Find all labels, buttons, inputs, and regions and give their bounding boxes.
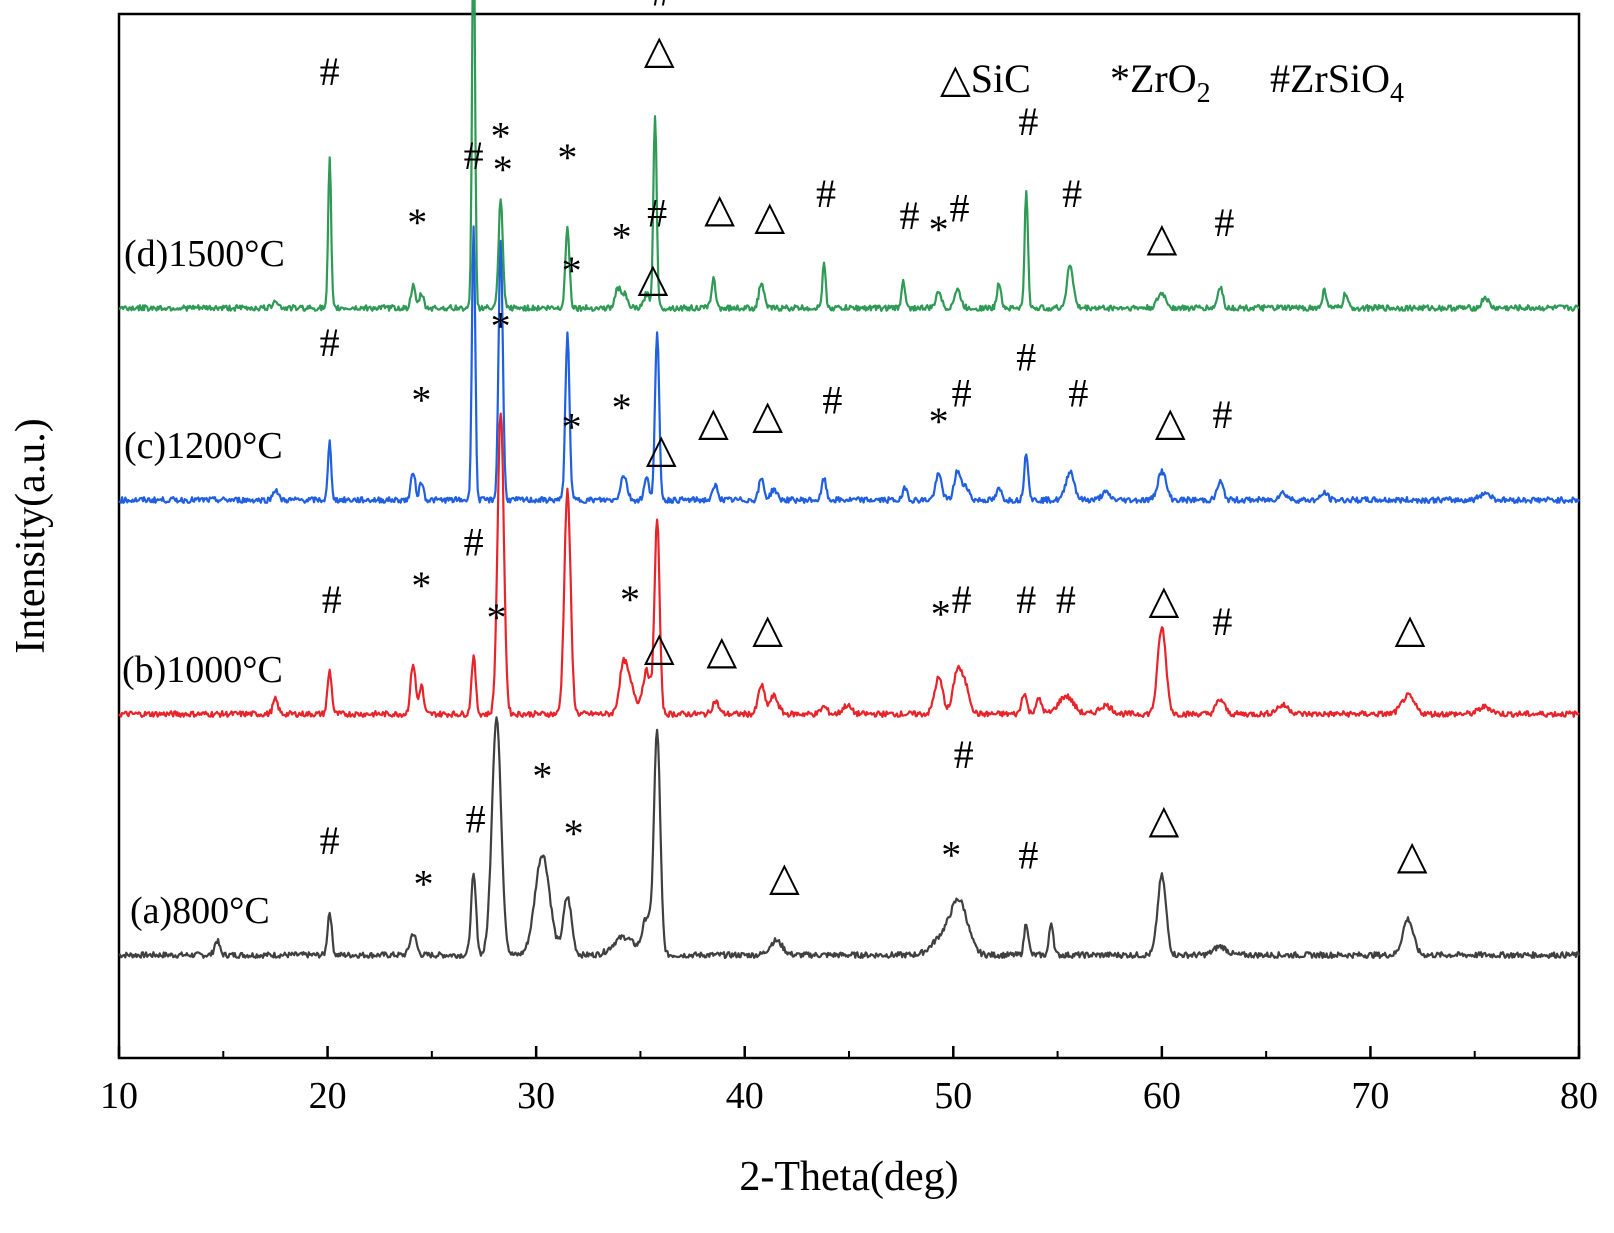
peak-marker-s1-6: * bbox=[564, 811, 584, 856]
peak-marker-layer: #*#***△△ *##△△# *#***△△ △ * # # # △ # △#*# ***#△△ △ #… bbox=[320, 0, 1428, 906]
series-layer bbox=[118, 0, 1581, 959]
peak-marker-s3-16: △ bbox=[1155, 399, 1186, 444]
series-label-2: (b)1000°C bbox=[122, 649, 283, 691]
legend-label-zro: ZrO bbox=[1130, 56, 1197, 101]
peak-marker-s3-8: △ bbox=[638, 255, 669, 300]
peak-marker-s1-11: # bbox=[1018, 833, 1038, 878]
x-tick-label-60: 60 bbox=[1143, 1075, 1181, 1117]
peak-marker-s2-11: # bbox=[952, 577, 972, 622]
peak-marker-s1-5: * bbox=[532, 753, 552, 798]
peak-marker-s4-18: # bbox=[1214, 200, 1234, 245]
peak-marker-s2-9: △ bbox=[752, 606, 783, 651]
peak-marker-s4-9: △ bbox=[704, 186, 735, 231]
peak-marker-s4-17: △ bbox=[1146, 214, 1177, 259]
peak-marker-s2-13: # bbox=[1056, 577, 1076, 622]
legend-subscript-2: 2 bbox=[1197, 78, 1211, 109]
peak-marker-s4-12: # bbox=[899, 193, 919, 238]
peak-marker-s2-8: △ bbox=[706, 628, 737, 673]
x-tick-label-50: 50 bbox=[934, 1075, 972, 1117]
peak-marker-s4-7: # bbox=[651, 0, 671, 15]
legend-symbol-triangle: △ bbox=[940, 56, 971, 101]
legend-entry-zro2: *ZrO2 bbox=[1110, 56, 1211, 109]
peak-marker-s1-4: * bbox=[487, 595, 507, 640]
peak-marker-s3-10: △ bbox=[752, 392, 783, 437]
legend-symbol-hash: # bbox=[1270, 56, 1290, 101]
peak-marker-s3-15: # bbox=[1068, 370, 1088, 415]
legend-subscript-4: 4 bbox=[1390, 78, 1404, 109]
peak-marker-s4-15: # bbox=[1018, 99, 1038, 144]
series-line-3 bbox=[118, 225, 1580, 504]
peak-marker-s1-7: △ bbox=[644, 624, 675, 669]
series-line-1 bbox=[118, 716, 1581, 959]
peak-marker-s2-5: * bbox=[562, 404, 582, 449]
peak-marker-s1-9: * bbox=[941, 833, 961, 878]
peak-marker-s3-6: * bbox=[612, 385, 632, 430]
legend: △SiC *ZrO2 #ZrSiO4 bbox=[940, 56, 1404, 109]
peak-marker-s3-12: * bbox=[929, 399, 949, 444]
peak-marker-s3-3: # bbox=[464, 133, 484, 178]
series-label-4: (d)1500°C bbox=[124, 233, 285, 275]
peak-marker-s4-13: * bbox=[929, 207, 949, 252]
peak-marker-s4-6: * bbox=[612, 214, 632, 259]
peak-marker-s2-12: # bbox=[1016, 577, 1036, 622]
x-tick-label-30: 30 bbox=[517, 1075, 555, 1117]
peak-marker-s2-10: * bbox=[931, 592, 951, 637]
peak-marker-s4-10: △ bbox=[754, 193, 785, 238]
peak-marker-s2-3: # bbox=[464, 520, 484, 565]
legend-label-sic: SiC bbox=[971, 56, 1031, 101]
series-label-layer: (a)800°C (b)1000°C (c)1200°C (d)1500°C bbox=[122, 233, 285, 932]
peak-marker-s2-6: * bbox=[620, 577, 640, 622]
peak-marker-s1-13: △ bbox=[1397, 833, 1428, 878]
peak-marker-s2-7: △ bbox=[646, 426, 677, 471]
peak-marker-s3-4: * bbox=[493, 147, 513, 192]
legend-entry-zrsio4: #ZrSiO4 bbox=[1270, 56, 1404, 109]
y-axis-title: Intensity(a.u.) bbox=[8, 418, 54, 654]
peak-marker-s2-15: # bbox=[1212, 599, 1232, 644]
peak-marker-s4-8: △ bbox=[644, 27, 675, 72]
peak-marker-s2-14: △ bbox=[1149, 577, 1180, 622]
x-axis-ticks: 10 20 30 40 50 60 70 80 bbox=[100, 1046, 1598, 1117]
peak-marker-s3-9: △ bbox=[698, 399, 729, 444]
peak-marker-s3-13: # bbox=[952, 370, 972, 415]
peak-marker-s1-1: # bbox=[320, 818, 340, 863]
peak-marker-s4-14: # bbox=[950, 186, 970, 231]
x-tick-label-40: 40 bbox=[726, 1075, 764, 1117]
peak-marker-s3-17: # bbox=[1212, 392, 1232, 437]
peak-marker-s1-2: * bbox=[414, 861, 434, 906]
x-tick-label-10: 10 bbox=[100, 1075, 138, 1117]
x-axis-title: 2-Theta(deg) bbox=[739, 1154, 958, 1200]
peak-marker-s2-16: △ bbox=[1395, 606, 1426, 651]
peak-marker-s2-4: * bbox=[491, 304, 511, 349]
peak-marker-s4-4: * bbox=[491, 114, 511, 159]
peak-marker-s3-7: # bbox=[647, 190, 667, 235]
legend-entry-sic: △SiC bbox=[940, 56, 1031, 101]
peak-marker-s4-2: * bbox=[407, 200, 427, 245]
peak-marker-s4-16: # bbox=[1062, 171, 1082, 216]
peak-marker-s1-8: △ bbox=[769, 854, 800, 899]
peak-marker-s1-10: # bbox=[954, 732, 974, 777]
series-line-2 bbox=[118, 412, 1580, 718]
x-tick-label-70: 70 bbox=[1351, 1075, 1389, 1117]
peak-marker-s3-1: # bbox=[320, 320, 340, 365]
peak-marker-s4-5: * bbox=[557, 135, 577, 180]
peak-marker-s1-12: △ bbox=[1149, 797, 1180, 842]
x-tick-label-80: 80 bbox=[1560, 1075, 1598, 1117]
peak-marker-s3-11: # bbox=[822, 378, 842, 423]
series-line-4 bbox=[118, 0, 1580, 312]
peak-marker-s1-3: # bbox=[466, 797, 486, 842]
peak-marker-s4-11: # bbox=[816, 171, 836, 216]
x-tick-label-20: 20 bbox=[309, 1075, 347, 1117]
peak-marker-s2-2: * bbox=[411, 563, 431, 608]
series-label-3: (c)1200°C bbox=[124, 425, 283, 467]
peak-marker-s4-1: # bbox=[320, 49, 340, 94]
legend-symbol-asterisk: * bbox=[1110, 56, 1130, 101]
plot-frame bbox=[117, 12, 1581, 1060]
series-label-1: (a)800°C bbox=[130, 890, 270, 932]
peak-marker-s3-5: * bbox=[562, 248, 582, 293]
peak-marker-s2-1: # bbox=[322, 577, 342, 622]
peak-marker-s3-14: # bbox=[1016, 334, 1036, 379]
legend-label-zrsio: ZrSiO bbox=[1290, 56, 1390, 101]
peak-marker-s3-2: * bbox=[411, 378, 431, 423]
